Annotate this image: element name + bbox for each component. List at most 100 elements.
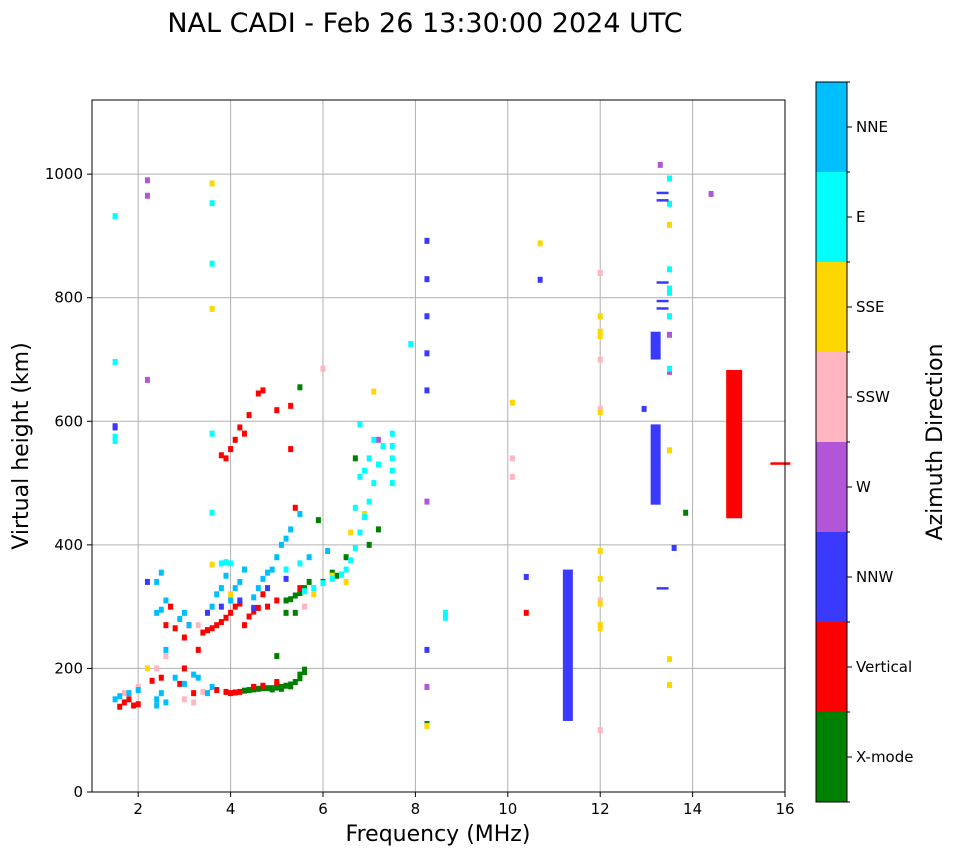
- echo-point: [348, 529, 354, 536]
- echo-point: [389, 480, 395, 487]
- echo-point: [144, 665, 150, 672]
- echo-point: [597, 405, 603, 412]
- echo-dash: [656, 199, 669, 202]
- echo-point: [232, 603, 238, 610]
- echo-point: [320, 365, 326, 372]
- echo-point: [237, 688, 243, 695]
- echo-point: [375, 436, 381, 443]
- echo-point: [251, 604, 257, 611]
- echo-point: [209, 260, 215, 267]
- echo-point: [265, 603, 271, 610]
- echo-point: [251, 608, 257, 615]
- colorbar-category-label: W: [856, 478, 871, 496]
- echo-point: [389, 430, 395, 437]
- echo-point: [246, 613, 252, 620]
- echo-point: [297, 590, 303, 597]
- echo-point: [191, 699, 197, 706]
- echo-point: [121, 690, 127, 697]
- echo-point: [209, 509, 215, 516]
- echo-point: [297, 671, 303, 678]
- echo-point: [597, 548, 603, 555]
- echo-point: [269, 686, 275, 693]
- echo-point: [509, 455, 515, 462]
- echo-point: [283, 566, 289, 573]
- echo-point: [320, 580, 326, 587]
- echo-point: [214, 687, 220, 694]
- echo-point: [158, 606, 164, 613]
- echo-point: [181, 680, 187, 687]
- colorbar-category-label: NNE: [856, 118, 888, 136]
- x-axis-label: Frequency (MHz): [346, 822, 531, 847]
- echo-point: [389, 455, 395, 462]
- echo-point: [334, 572, 340, 579]
- y-tick-label: 1000: [45, 165, 83, 183]
- x-tick-label: 16: [775, 800, 794, 818]
- echo-point: [424, 722, 430, 729]
- x-tick-label: 10: [498, 800, 517, 818]
- echo-point: [288, 683, 294, 690]
- echo-point: [424, 683, 430, 690]
- colorbar-category-label: SSE: [856, 298, 885, 316]
- echo-point: [597, 622, 603, 629]
- echo-point: [223, 572, 229, 579]
- echo-point: [667, 682, 672, 689]
- echo-point: [283, 575, 289, 582]
- colorbar-swatch: [816, 622, 847, 712]
- echo-point: [209, 683, 215, 690]
- echo-point: [424, 313, 430, 320]
- echo-point: [667, 365, 672, 372]
- echo-point: [371, 480, 377, 487]
- echo-point: [265, 585, 271, 592]
- echo-point: [186, 622, 192, 629]
- echo-point: [274, 679, 280, 686]
- echo-point: [357, 421, 363, 428]
- echo-point: [260, 575, 266, 582]
- echo-point: [362, 514, 368, 521]
- echo-point: [641, 405, 647, 412]
- echo-point: [597, 270, 603, 276]
- echo-point: [255, 604, 261, 611]
- echo-point: [292, 504, 298, 511]
- echo-point: [671, 544, 677, 551]
- echo-point: [292, 609, 298, 616]
- echo-point: [597, 727, 603, 734]
- echo-point: [209, 625, 215, 632]
- echo-point: [265, 569, 271, 576]
- colorbar-swatch: [816, 82, 847, 172]
- echo-point: [163, 653, 169, 660]
- echo-point: [329, 572, 335, 579]
- echo-point: [228, 591, 234, 598]
- echo-point: [260, 682, 266, 689]
- echo-point: [343, 566, 349, 573]
- echo-point: [168, 603, 174, 610]
- echo-point: [214, 622, 220, 629]
- echo-point: [237, 578, 243, 585]
- echo-point: [228, 690, 234, 697]
- plot-frame: [91, 99, 786, 793]
- echo-point: [112, 438, 118, 445]
- echo-point: [144, 376, 150, 383]
- echo-point: [144, 192, 150, 199]
- echo-point: [424, 646, 430, 653]
- echo-point: [442, 609, 448, 616]
- echo-point: [597, 333, 603, 340]
- echo-point: [112, 433, 118, 440]
- echo-point: [597, 328, 603, 335]
- echo-point: [306, 578, 312, 585]
- echo-point: [228, 560, 234, 567]
- echo-point: [362, 467, 368, 474]
- x-axis-ticks: 2 4 6 8 10 12 14 16: [133, 792, 795, 818]
- echo-point: [657, 161, 663, 168]
- echo-point: [597, 575, 603, 582]
- echo-point: [366, 541, 372, 548]
- echo-point: [172, 625, 178, 632]
- x-tick-label: 14: [683, 800, 702, 818]
- echo-point: [302, 603, 308, 610]
- echo-point: [237, 597, 243, 604]
- echo-point: [144, 578, 150, 585]
- echo-point: [163, 622, 169, 629]
- echo-point: [667, 331, 672, 338]
- echo-dash: [656, 587, 669, 590]
- echo-point: [154, 665, 160, 672]
- echo-point: [352, 504, 358, 511]
